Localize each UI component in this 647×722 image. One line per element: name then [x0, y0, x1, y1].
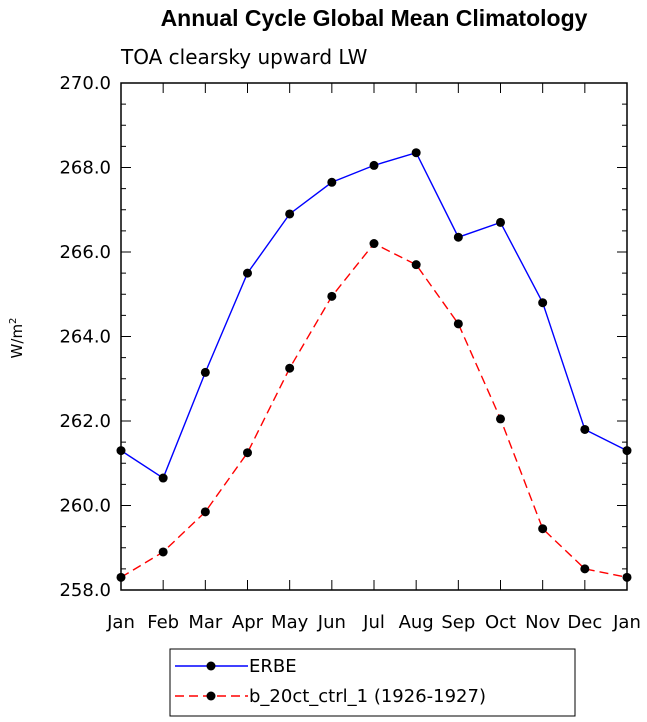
series-1-line	[120, 151, 628, 480]
series-1-point	[580, 424, 590, 434]
y-tick-label: 262.0	[59, 411, 111, 432]
series-2-point	[200, 507, 210, 517]
series-2-point	[411, 260, 421, 270]
series-1-point	[116, 446, 126, 456]
y-tick-label: 260.0	[59, 496, 111, 517]
legend-marker-1	[206, 661, 216, 671]
x-tick-label: Aug	[399, 612, 434, 633]
legend-label-2: b_20ct_ctrl_1 (1926-1927)	[249, 686, 486, 707]
series-2-point	[116, 572, 126, 582]
chart-title: Annual Cycle Global Mean Climatology	[161, 5, 588, 31]
x-tick-label: Jan	[106, 612, 135, 633]
x-tick-label: Feb	[147, 612, 179, 633]
y-axis-label-main: W/m	[8, 324, 26, 359]
series-layer	[116, 148, 632, 582]
series-1-point	[243, 268, 252, 278]
series-1-point	[369, 160, 379, 170]
y-axis-label-sup: 2	[8, 318, 19, 324]
series-1-point	[158, 473, 168, 483]
series-2-point	[158, 547, 168, 557]
series-2-point	[369, 239, 379, 249]
legend: ERBE b_20ct_ctrl_1 (1926-1927)	[169, 648, 576, 717]
x-tick-label: Jul	[362, 612, 385, 633]
y-tick-label: 266.0	[59, 242, 111, 263]
series-1-point	[411, 148, 421, 158]
x-tick-label: Oct	[485, 612, 516, 633]
series-2-point	[580, 564, 590, 574]
plot-frame	[120, 82, 628, 591]
y-tick-label: 270.0	[59, 73, 111, 94]
series-1	[116, 148, 632, 483]
series-2	[116, 239, 632, 582]
y-tick-label: 268.0	[59, 158, 111, 179]
series-2-point	[327, 291, 337, 301]
x-tick-label: Mar	[188, 612, 223, 633]
series-2-point	[496, 414, 505, 424]
series-2-point	[453, 319, 463, 329]
x-tick-label: May	[271, 612, 309, 633]
series-1-point	[327, 177, 337, 187]
series-2-point	[538, 524, 548, 534]
x-tick-label: Sep	[441, 612, 475, 633]
y-axis-label: W/m2	[8, 318, 26, 359]
x-tick-label: Nov	[525, 612, 560, 633]
plot-axes: Jan Feb Mar Apr May Jun Jul Aug Sep Oct Nov Dec Jan 2…	[59, 73, 640, 633]
x-tick-label: Apr	[232, 612, 264, 633]
legend-marker-2	[206, 691, 216, 701]
x-tick-label: Jun	[317, 612, 346, 633]
x-tick-label: Jan	[612, 612, 641, 633]
series-1-point	[200, 367, 210, 377]
series-2-point	[622, 572, 632, 582]
series-2-point	[243, 448, 252, 458]
series-1-point	[496, 217, 505, 227]
series-1-point	[285, 209, 295, 219]
series-2-line	[120, 242, 628, 579]
series-1-point	[538, 298, 548, 308]
chart-subtitle: TOA clearsky upward LW	[120, 45, 368, 69]
x-tick-label: Dec	[567, 612, 602, 633]
y-tick-label: 258.0	[59, 580, 111, 601]
legend-box	[169, 648, 576, 717]
series-1-point	[453, 232, 463, 242]
series-1-point	[622, 446, 632, 456]
legend-label-1: ERBE	[249, 656, 297, 677]
y-tick-label: 264.0	[59, 327, 111, 348]
series-2-point	[285, 363, 295, 373]
